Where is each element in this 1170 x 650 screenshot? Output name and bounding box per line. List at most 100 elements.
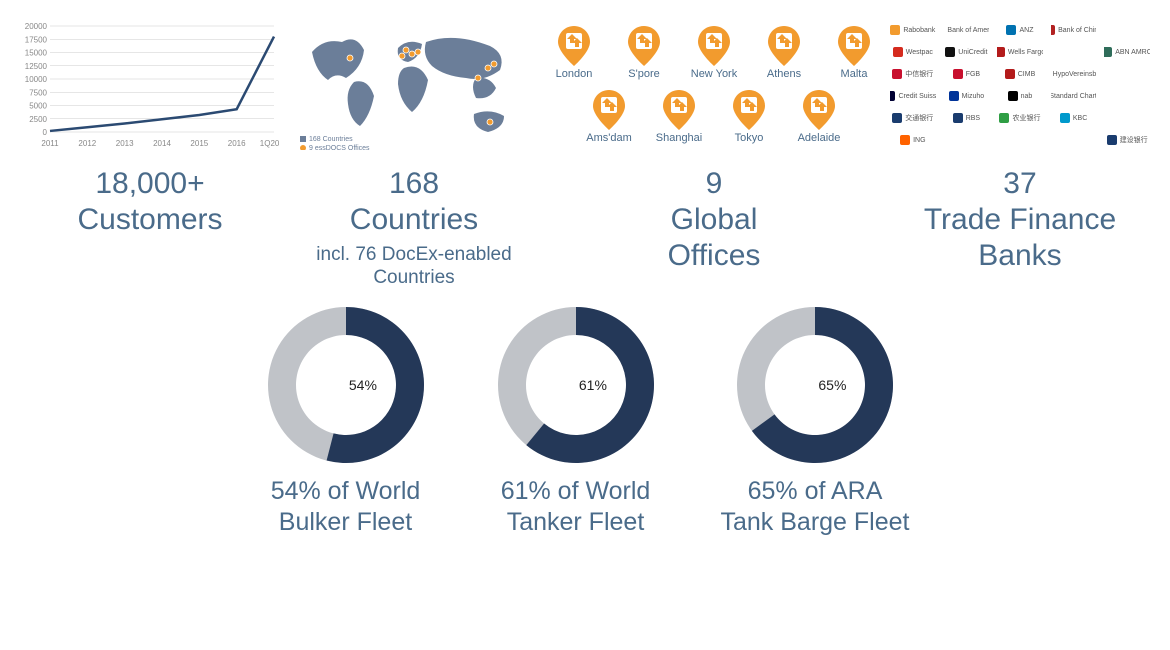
bank-logo: Bank of China [1051,22,1097,38]
office-pin-icon [558,26,590,66]
bank-logos: Rabobank Bank of America ANZ Bank of China W… [890,10,1150,160]
bank-logo: Standard Chartered [1051,88,1097,104]
offices-label2: Offices [668,238,761,274]
office-city-label: New York [691,68,737,80]
offices-graphic: London S'pore New York [548,10,880,160]
svg-text:20000: 20000 [25,22,48,31]
bank-logo: ANZ [997,22,1043,38]
svg-text:2016: 2016 [228,139,246,148]
office-pin-icon [628,26,660,66]
svg-text:2013: 2013 [116,139,134,148]
office-city-label: Athens [767,68,801,80]
svg-text:17500: 17500 [25,35,48,44]
offices-number: 9 [668,166,761,202]
office-pin-icon [593,90,625,130]
bank-logo: CIMB [997,66,1043,82]
bank-logo: ING [890,132,936,148]
bank-logo [1051,132,1097,148]
bank-logo: KBC [1051,110,1097,126]
bank-logo [1104,22,1150,38]
office-city-label: Tokyo [735,132,764,144]
donut-cell: 65% 65% of ARATank Barge Fleet [721,300,910,539]
office-item: Tokyo [723,90,775,144]
bank-logo: UniCredit [944,44,990,60]
office-item: Adelaide [793,90,845,144]
donut-cell: 61% 61% of WorldTanker Fleet [491,300,661,539]
svg-text:2012: 2012 [78,139,96,148]
bank-logo [997,132,1043,148]
bank-logo: nab [997,88,1043,104]
svg-text:10000: 10000 [25,75,48,84]
svg-text:2015: 2015 [190,139,208,148]
customers-label: Customers [77,202,222,238]
customers-panel: 0250050007500100001250015000175002000020… [20,10,280,290]
donut-row: 54% 54% of WorldBulker Fleet 61% 61% of … [0,300,1170,539]
office-city-label: Malta [841,68,868,80]
offices-label1: Global [668,202,761,238]
countries-sub1: incl. 76 DocEx-enabled [316,244,511,267]
bank-logo [1104,66,1150,82]
bank-logo: ABN AMRO [1104,44,1150,60]
office-pin-icon [733,90,765,130]
svg-text:15000: 15000 [25,49,48,58]
countries-panel: 168 Countries 9 essDOCS Offices 168 Coun… [290,10,538,290]
banks-panel: Rabobank Bank of America ANZ Bank of China W… [890,10,1150,290]
donut-chart: 61% [491,300,661,470]
bank-logo: Bank of America [944,22,990,38]
donut-caption: 54% of WorldBulker Fleet [271,476,421,539]
office-pin-icon [838,26,870,66]
bank-logo [1104,88,1150,104]
donut-caption: 61% of WorldTanker Fleet [501,476,651,539]
banks-label2: Banks [924,238,1116,274]
map-legend-countries: 168 Countries [309,136,353,143]
bank-logo: 交通银行 [890,110,936,126]
countries-sub2: Countries [316,267,511,290]
bank-logo [1051,44,1097,60]
bank-logo: FGB [944,66,990,82]
office-item: Ams'dam [583,90,635,144]
office-pin-icon [698,26,730,66]
bank-logo: Wells Fargo [997,44,1043,60]
donut-chart: 65% [730,300,900,470]
world-map: 168 Countries 9 essDOCS Offices [290,10,538,160]
office-city-label: Shanghai [656,132,703,144]
office-item: Shanghai [653,90,705,144]
bank-logo: RBS [944,110,990,126]
office-city-label: Adelaide [798,132,841,144]
office-city-label: S'pore [628,68,659,80]
office-item: S'pore [618,26,670,80]
bank-logo: HypoVereinsbank [1051,66,1097,82]
banks-label1: Trade Finance [924,202,1116,238]
customers-line-chart: 0250050007500100001250015000175002000020… [20,10,280,160]
donut-cell: 54% 54% of WorldBulker Fleet [261,300,431,539]
map-legend-offices: 9 essDOCS Offices [309,145,370,150]
donut-pct-label: 65% [818,377,846,393]
svg-text:0: 0 [43,128,48,137]
bank-logo: Westpac [890,44,936,60]
donut-pct-label: 54% [349,377,377,393]
office-pin-icon [803,90,835,130]
offices-panel: London S'pore New York [548,10,880,290]
svg-text:2011: 2011 [41,139,59,148]
bank-logo: 建设银行 [1104,132,1150,148]
bank-logo: Rabobank [890,22,936,38]
svg-text:2014: 2014 [153,139,171,148]
office-item: Athens [758,26,810,80]
top-stats-row: 0250050007500100001250015000175002000020… [0,0,1170,290]
countries-label: Countries [316,202,511,238]
bank-logo: 农业银行 [997,110,1043,126]
bank-logo [1104,110,1150,126]
svg-text:12500: 12500 [25,62,48,71]
office-pin-icon [663,90,695,130]
bank-logo: Mizuho [944,88,990,104]
svg-text:5000: 5000 [29,102,47,111]
countries-number: 168 [316,166,511,202]
bank-logo [944,132,990,148]
bank-logo: 中信银行 [890,66,936,82]
office-city-label: London [556,68,593,80]
svg-text:7500: 7500 [29,88,47,97]
office-pin-icon [768,26,800,66]
svg-text:1Q2017: 1Q2017 [260,139,280,148]
office-item: New York [688,26,740,80]
donut-caption: 65% of ARATank Barge Fleet [721,476,910,539]
